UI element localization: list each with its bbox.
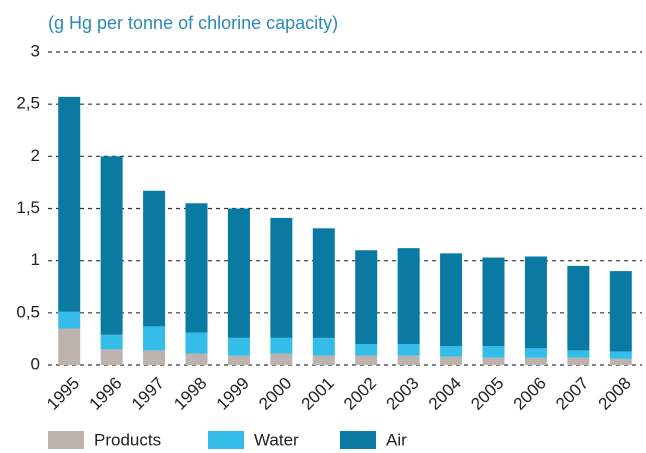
bar-segment — [270, 217, 293, 338]
bar-segment — [397, 344, 420, 356]
bar-segment — [227, 355, 250, 365]
bar-segment — [312, 337, 335, 356]
bar-segment — [440, 346, 463, 357]
legend-label: Products — [94, 430, 161, 449]
y-tick-label: 1 — [31, 250, 40, 269]
bar-segment — [567, 265, 590, 351]
x-tick-label: 2004 — [425, 374, 465, 414]
bar-segment — [227, 208, 250, 338]
bar-segment — [567, 357, 590, 365]
y-tick-label: 2,5 — [16, 94, 40, 113]
bar-segment — [609, 358, 632, 365]
bar-segment — [312, 228, 335, 338]
y-tick-label: 1,5 — [16, 198, 40, 217]
bar-segment — [482, 346, 505, 358]
x-tick-label: 2007 — [552, 374, 592, 414]
x-tick-label: 2001 — [298, 374, 338, 414]
chart-title: (g Hg per tonne of chlorine capacity) — [48, 13, 338, 33]
x-tick-label: 2002 — [340, 374, 380, 414]
bar-segment — [185, 353, 208, 365]
bar-segment — [227, 337, 250, 356]
legend-swatch — [48, 431, 84, 449]
bar-segment — [524, 256, 547, 349]
y-tick-label: 3 — [31, 41, 40, 60]
bar-segment — [355, 250, 378, 345]
bar-segment — [440, 253, 463, 347]
legend-swatch — [340, 431, 376, 449]
bar-segment — [100, 334, 123, 350]
x-tick-label: 1995 — [43, 374, 83, 414]
x-tick-label: 1999 — [213, 374, 253, 414]
bar-segment — [270, 337, 293, 354]
bar-segment — [185, 203, 208, 333]
bar-segment — [58, 96, 81, 312]
bar-segment — [355, 355, 378, 365]
legend-label: Air — [386, 430, 407, 449]
bar-segment — [524, 348, 547, 358]
bar-segment — [397, 248, 420, 345]
y-tick-label: 0,5 — [16, 302, 40, 321]
bar-segment — [609, 271, 632, 352]
bar-segment — [567, 350, 590, 358]
x-tick-label: 2000 — [255, 374, 295, 414]
bar-segment — [185, 332, 208, 354]
bar-segment — [397, 355, 420, 365]
bar-segment — [312, 355, 335, 365]
y-tick-label: 0 — [31, 354, 40, 373]
bar-segment — [100, 156, 123, 335]
y-tick-label: 2 — [31, 146, 40, 165]
x-tick-label: 2003 — [382, 374, 422, 414]
bar-segment — [100, 349, 123, 365]
bar-segment — [58, 328, 81, 365]
bar-segment — [270, 353, 293, 365]
bar-segment — [143, 190, 166, 327]
bar-segment — [58, 311, 81, 329]
x-tick-label: 1998 — [170, 374, 210, 414]
bar-segment — [440, 356, 463, 365]
bar-segment — [524, 357, 547, 365]
x-tick-label: 2006 — [510, 374, 550, 414]
bar-segment — [143, 326, 166, 351]
x-tick-label: 1996 — [85, 374, 125, 414]
bar-segment — [143, 350, 166, 365]
bar-segment — [482, 257, 505, 347]
bar-segment — [482, 357, 505, 365]
legend-label: Water — [254, 430, 299, 449]
x-tick-label: 2008 — [595, 374, 635, 414]
legend-swatch — [208, 431, 244, 449]
x-tick-label: 2005 — [467, 374, 507, 414]
x-tick-label: 1997 — [128, 374, 168, 414]
bar-segment — [355, 344, 378, 356]
bar-segment — [609, 351, 632, 359]
